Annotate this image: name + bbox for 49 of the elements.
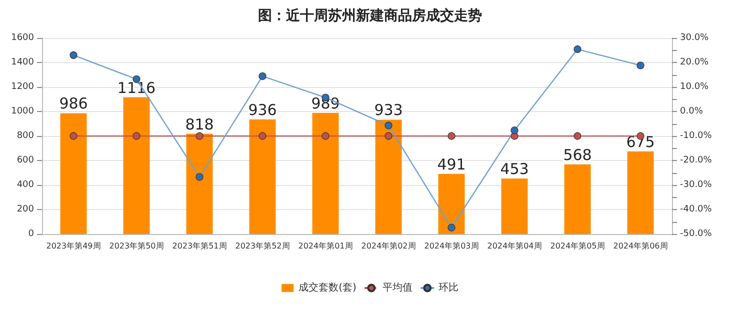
chart-title: 图：近十周苏州新建商品房成交走势 [258, 7, 482, 24]
y2-tick-label: -50.0% [680, 229, 712, 239]
x-tick-label: 2024年第02周 [361, 242, 416, 250]
x-tick-label: 2023年第49周 [46, 242, 101, 250]
bar [375, 120, 402, 234]
y-tick-label: 600 [16, 156, 34, 166]
legend-label: 环比 [438, 282, 458, 294]
y-tick-label: 1200 [11, 82, 34, 92]
bar [249, 119, 276, 234]
y-tick-label: 400 [16, 180, 34, 190]
x-tick-label: 2023年第50周 [109, 242, 164, 250]
y-tick-label: 1000 [11, 106, 34, 116]
x-tick-label: 2024年第05周 [550, 242, 605, 250]
data-label: 936 [248, 100, 277, 119]
x-tick-label: 2023年第52周 [235, 242, 290, 250]
data-label: 818 [185, 115, 214, 134]
bar [564, 164, 591, 234]
data-label: 453 [500, 160, 529, 178]
bar [60, 113, 87, 234]
legend-label: 成交套数(套) [298, 282, 356, 294]
x-tick-label: 2024年第03周 [424, 242, 479, 250]
bar [627, 151, 654, 234]
bar [186, 134, 213, 234]
data-label: 491 [437, 155, 466, 174]
y-tick-label: 1400 [11, 58, 34, 68]
y2-tick-label: 10.0% [680, 82, 710, 92]
bar [438, 174, 465, 234]
x-tick-label: 2023年第51周 [172, 242, 227, 250]
y2-tick-label: 20.0% [680, 58, 710, 68]
y2-tick-label: 30.0% [680, 33, 710, 43]
y2-tick-label: -10.0% [680, 131, 712, 141]
y2-tick-label: 0.0% [680, 106, 704, 116]
data-label: 933 [374, 101, 403, 120]
data-label: 568 [563, 146, 592, 164]
bar [123, 97, 150, 234]
x-tick-label: 2024年第06周 [613, 242, 668, 250]
y-tick-label: 200 [16, 204, 34, 214]
legend-label: 平均值 [382, 282, 412, 294]
y-tick-label: 800 [16, 131, 34, 141]
y2-tick-label: -30.0% [680, 180, 712, 190]
x-tick-label: 2024年第01周 [298, 242, 353, 250]
y-tick-label: 0 [28, 229, 34, 239]
bar [312, 112, 339, 234]
y2-tick-label: -20.0% [680, 156, 712, 166]
x-tick-label: 2024年第04周 [487, 242, 542, 250]
bar [501, 178, 528, 234]
y2-tick-label: -40.0% [680, 204, 712, 214]
y-tick-label: 1600 [11, 33, 34, 43]
data-label: 986 [59, 94, 88, 113]
